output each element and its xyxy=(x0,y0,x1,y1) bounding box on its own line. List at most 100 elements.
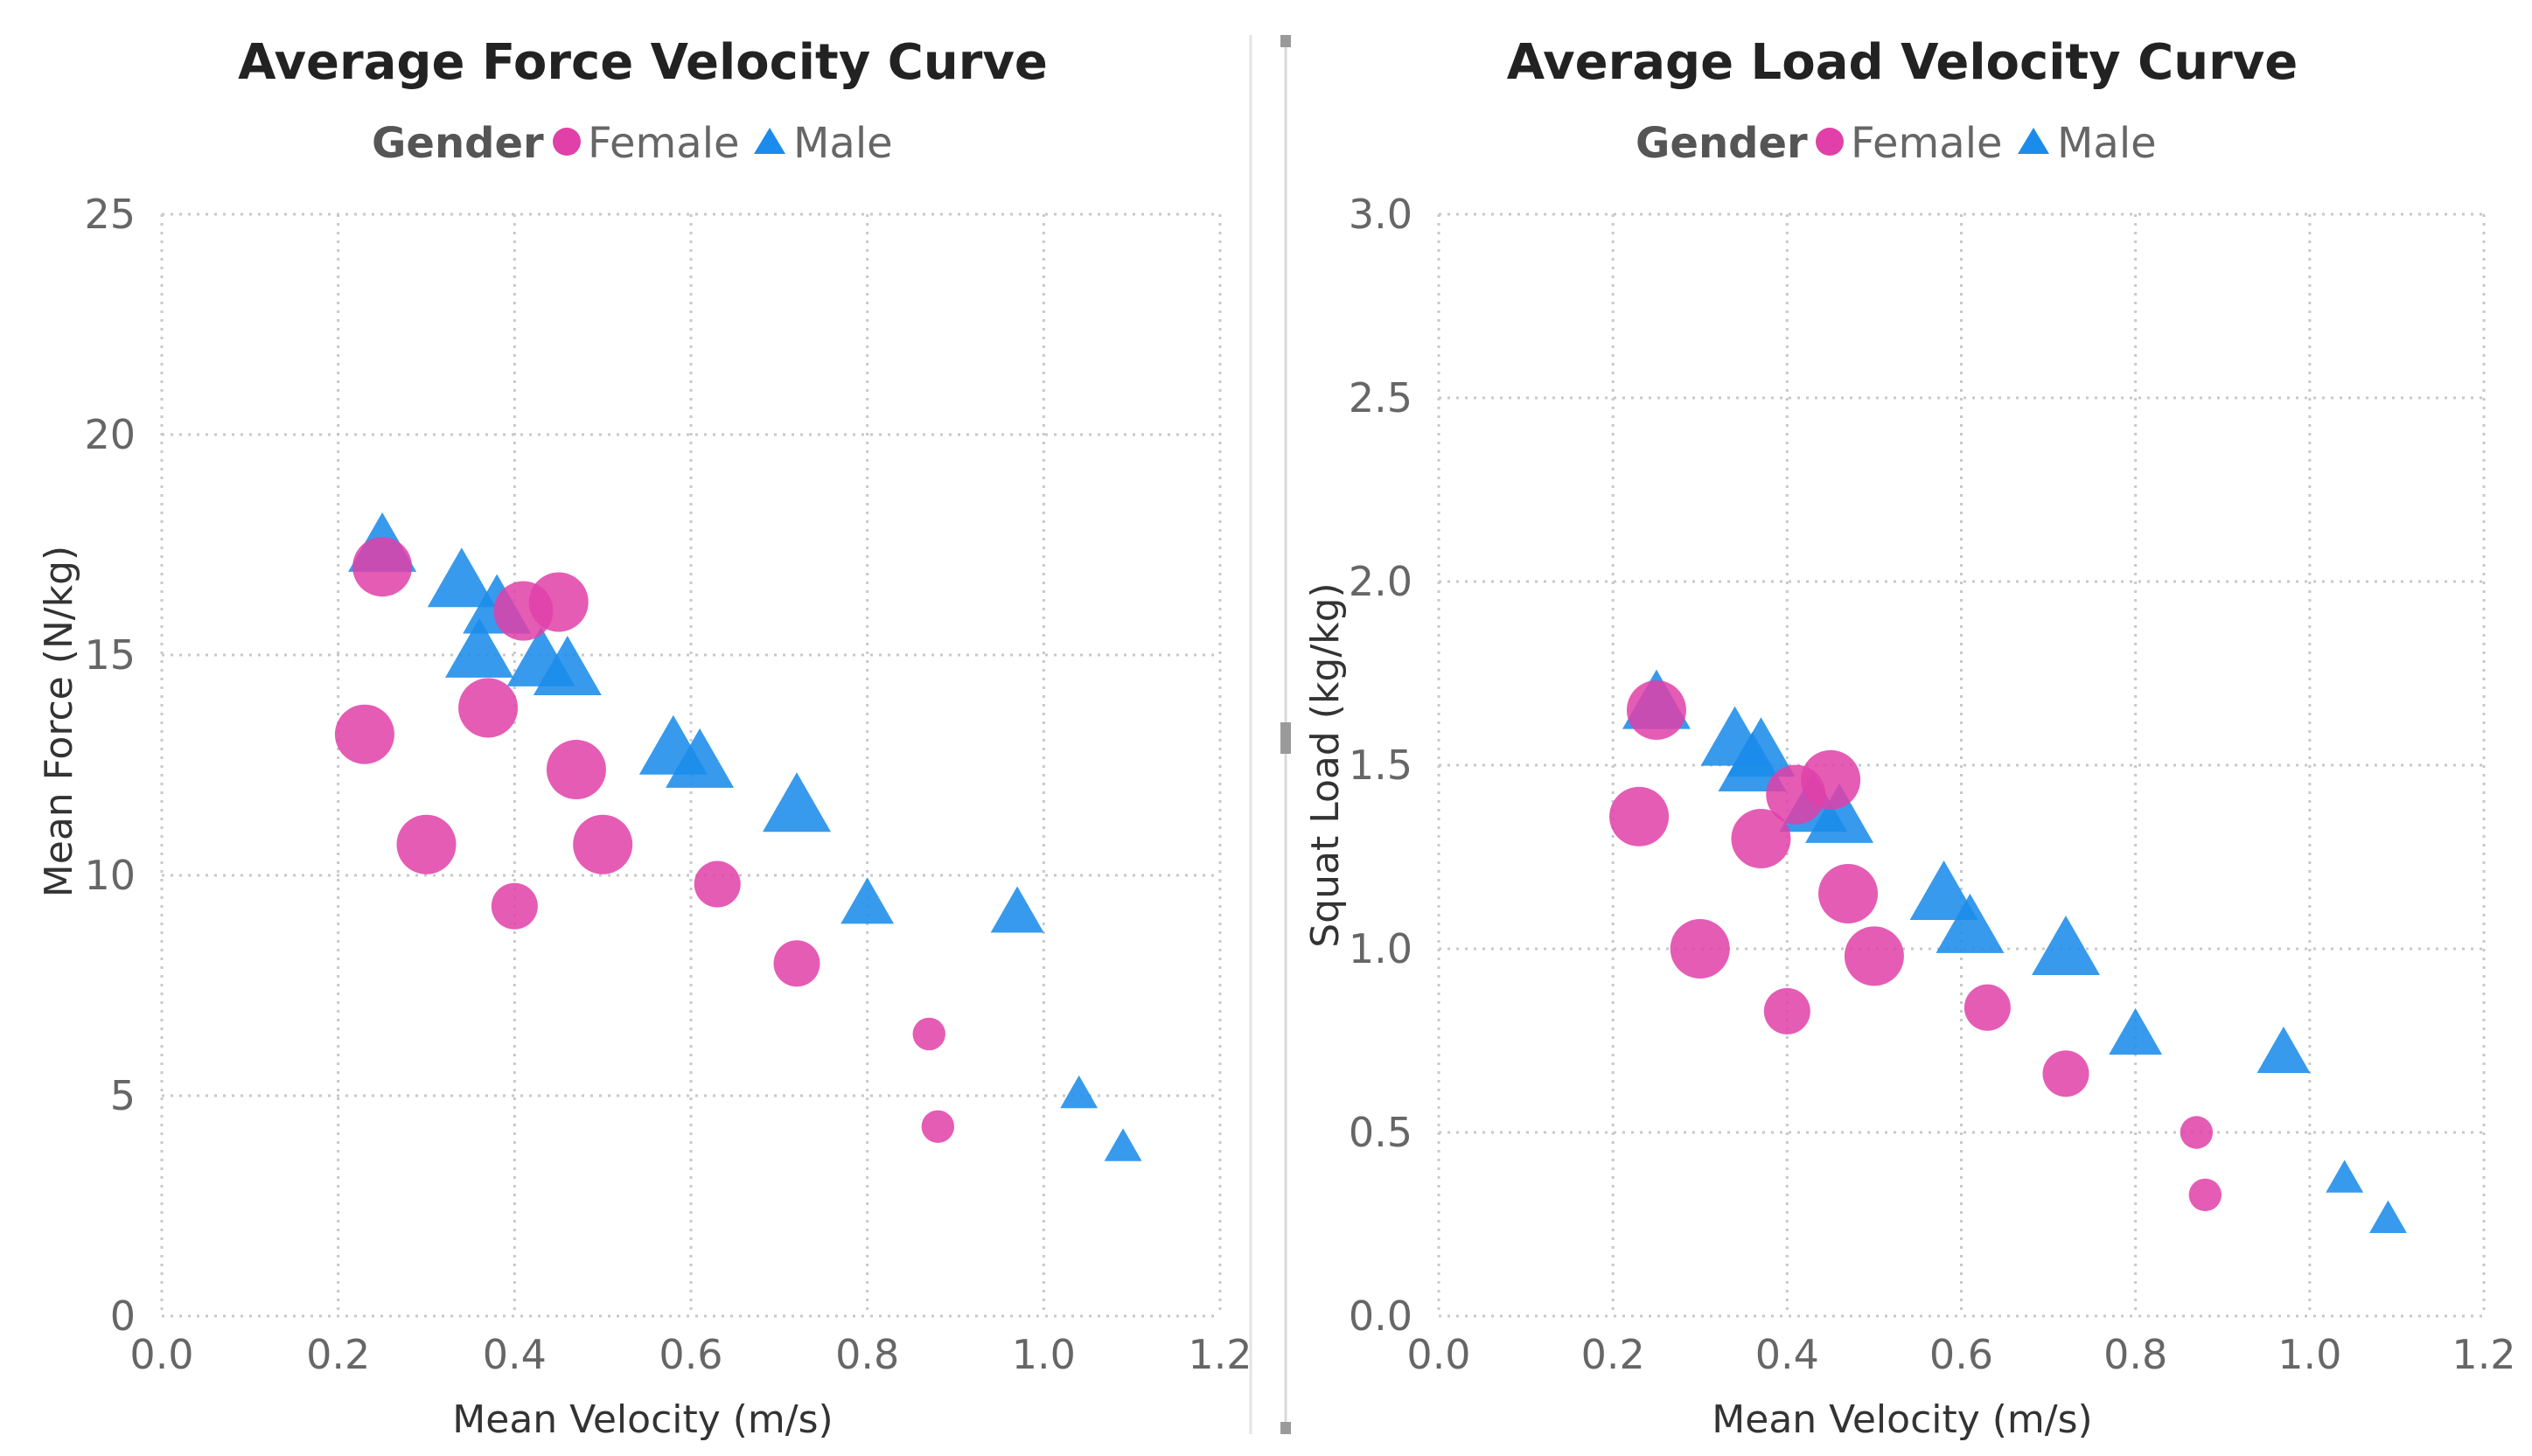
male-data-point[interactable] xyxy=(841,877,895,924)
x-tick-label: 1.2 xyxy=(2452,1331,2515,1378)
chart-legend: Gender Female Male xyxy=(372,119,893,168)
male-data-point[interactable] xyxy=(2256,1026,2311,1073)
plot-points xyxy=(334,512,1142,1161)
x-tick-label: 0.2 xyxy=(1581,1331,1645,1378)
legend-male-label[interactable]: Male xyxy=(2057,119,2157,168)
chart-title: Average Force Velocity Curve xyxy=(238,34,1048,91)
y-tick-label: 1.5 xyxy=(1349,742,1412,789)
y-tick-label: 10 xyxy=(84,852,136,899)
y-tick-label: 2.0 xyxy=(1349,558,1412,605)
legend-female-label[interactable]: Female xyxy=(588,119,740,168)
y-tick-label: 2.5 xyxy=(1349,374,1412,421)
male-data-point[interactable] xyxy=(1936,893,2005,953)
female-data-point[interactable] xyxy=(694,860,741,908)
female-data-point[interactable] xyxy=(2188,1178,2222,1212)
x-axis-title: Mean Velocity (m/s) xyxy=(1712,1397,2092,1442)
female-data-point[interactable] xyxy=(491,882,538,930)
y-tick-label: 15 xyxy=(84,631,136,679)
female-data-point[interactable] xyxy=(546,740,606,800)
male-data-point[interactable] xyxy=(1805,783,1874,843)
y-axis-title: Squat Load (kg/kg) xyxy=(1303,582,1348,947)
plot-points xyxy=(1609,669,2407,1234)
x-tick-label: 0.6 xyxy=(659,1331,722,1378)
male-data-point[interactable] xyxy=(2369,1200,2407,1234)
y-tick-label: 0.0 xyxy=(1349,1292,1412,1340)
male-data-point[interactable] xyxy=(990,886,1044,933)
female-data-point[interactable] xyxy=(396,814,457,874)
female-data-point[interactable] xyxy=(1609,786,1670,846)
x-tick-label: 0.4 xyxy=(483,1331,547,1378)
legend-male-marker xyxy=(754,128,785,154)
y-tick-label: 3.0 xyxy=(1349,191,1412,238)
male-data-point[interactable] xyxy=(1909,860,1978,921)
x-tick-label: 1.2 xyxy=(1188,1331,1252,1378)
female-data-point[interactable] xyxy=(1801,749,1861,810)
x-tick-label: 1.0 xyxy=(2277,1331,2341,1378)
y-tick-label: 20 xyxy=(84,411,136,458)
visual-resize-handle-bottom[interactable] xyxy=(1280,1422,1291,1434)
female-data-point[interactable] xyxy=(1626,680,1686,740)
legend-female-marker xyxy=(553,128,581,156)
x-tick-label: 0.8 xyxy=(835,1331,899,1378)
female-data-point[interactable] xyxy=(334,704,394,764)
x-tick-label: 0.8 xyxy=(2103,1331,2167,1378)
female-data-point[interactable] xyxy=(1670,919,1730,979)
female-data-point[interactable] xyxy=(921,1110,955,1143)
female-data-point[interactable] xyxy=(528,572,589,632)
y-tick-label: 25 xyxy=(84,191,136,238)
force-velocity-chart[interactable]: Average Force Velocity Curve Gender Fema… xyxy=(37,34,1252,1442)
chart-title: Average Load Velocity Curve xyxy=(1507,34,2298,91)
x-axis-title: Mean Velocity (m/s) xyxy=(452,1397,833,1442)
y-axis-ticks: 0 5 10 15 20 25 xyxy=(84,191,136,1340)
legend-male-label[interactable]: Male xyxy=(793,119,893,168)
female-data-point[interactable] xyxy=(2180,1116,2214,1149)
legend-title: Gender xyxy=(1636,119,1808,168)
female-data-point[interactable] xyxy=(352,537,413,597)
female-data-point[interactable] xyxy=(1818,864,1879,923)
legend-male-marker xyxy=(2018,128,2049,154)
female-data-point[interactable] xyxy=(573,814,633,874)
x-tick-label: 0.4 xyxy=(1755,1331,1819,1378)
male-data-point[interactable] xyxy=(427,547,496,608)
x-tick-label: 0.2 xyxy=(306,1331,370,1378)
male-data-point[interactable] xyxy=(666,728,735,788)
x-tick-label: 1.0 xyxy=(1012,1331,1076,1378)
x-tick-label: 0.0 xyxy=(129,1331,193,1378)
legend-female-label[interactable]: Female xyxy=(1851,119,2003,168)
male-data-point[interactable] xyxy=(2032,916,2100,976)
male-data-point[interactable] xyxy=(533,636,602,695)
x-tick-label: 0.0 xyxy=(1406,1331,1470,1378)
visual-resize-handle-middle[interactable] xyxy=(1280,722,1291,754)
legend-female-marker xyxy=(1816,128,1844,156)
chart-grid xyxy=(1437,212,2486,1318)
male-data-point[interactable] xyxy=(763,772,831,832)
female-data-point[interactable] xyxy=(773,940,820,987)
chart-grid xyxy=(160,212,1222,1318)
y-tick-label: 0.5 xyxy=(1349,1109,1412,1156)
female-data-point[interactable] xyxy=(1731,809,1791,868)
load-velocity-chart[interactable]: Average Load Velocity Curve Gender Femal… xyxy=(1303,34,2516,1442)
male-data-point[interactable] xyxy=(2109,1007,2163,1055)
male-data-point[interactable] xyxy=(445,617,513,678)
y-axis-ticks: 0.0 0.5 1.0 1.5 2.0 2.5 3.0 xyxy=(1349,191,1412,1340)
male-data-point[interactable] xyxy=(1718,732,1787,792)
female-data-point[interactable] xyxy=(1844,926,1904,986)
female-data-point[interactable] xyxy=(1763,987,1810,1035)
x-tick-label: 0.6 xyxy=(1929,1331,1993,1378)
x-axis-ticks: 0.0 0.2 0.4 0.6 0.8 1.0 1.2 xyxy=(129,1331,1252,1378)
legend-title: Gender xyxy=(372,119,544,168)
female-data-point[interactable] xyxy=(458,678,519,738)
y-tick-label: 1.0 xyxy=(1349,925,1412,972)
female-data-point[interactable] xyxy=(1964,984,2011,1031)
female-data-point[interactable] xyxy=(2042,1050,2089,1097)
visual-resize-handle-top[interactable] xyxy=(1280,35,1291,47)
y-tick-label: 5 xyxy=(110,1072,136,1119)
female-data-point[interactable] xyxy=(912,1017,945,1051)
male-data-point[interactable] xyxy=(2326,1160,2364,1193)
male-data-point[interactable] xyxy=(1104,1128,1142,1161)
y-axis-title: Mean Force (N/kg) xyxy=(37,546,81,897)
y-tick-label: 0 xyxy=(110,1292,136,1340)
chart-legend: Gender Female Male xyxy=(1636,119,2157,168)
male-data-point[interactable] xyxy=(1060,1075,1099,1109)
